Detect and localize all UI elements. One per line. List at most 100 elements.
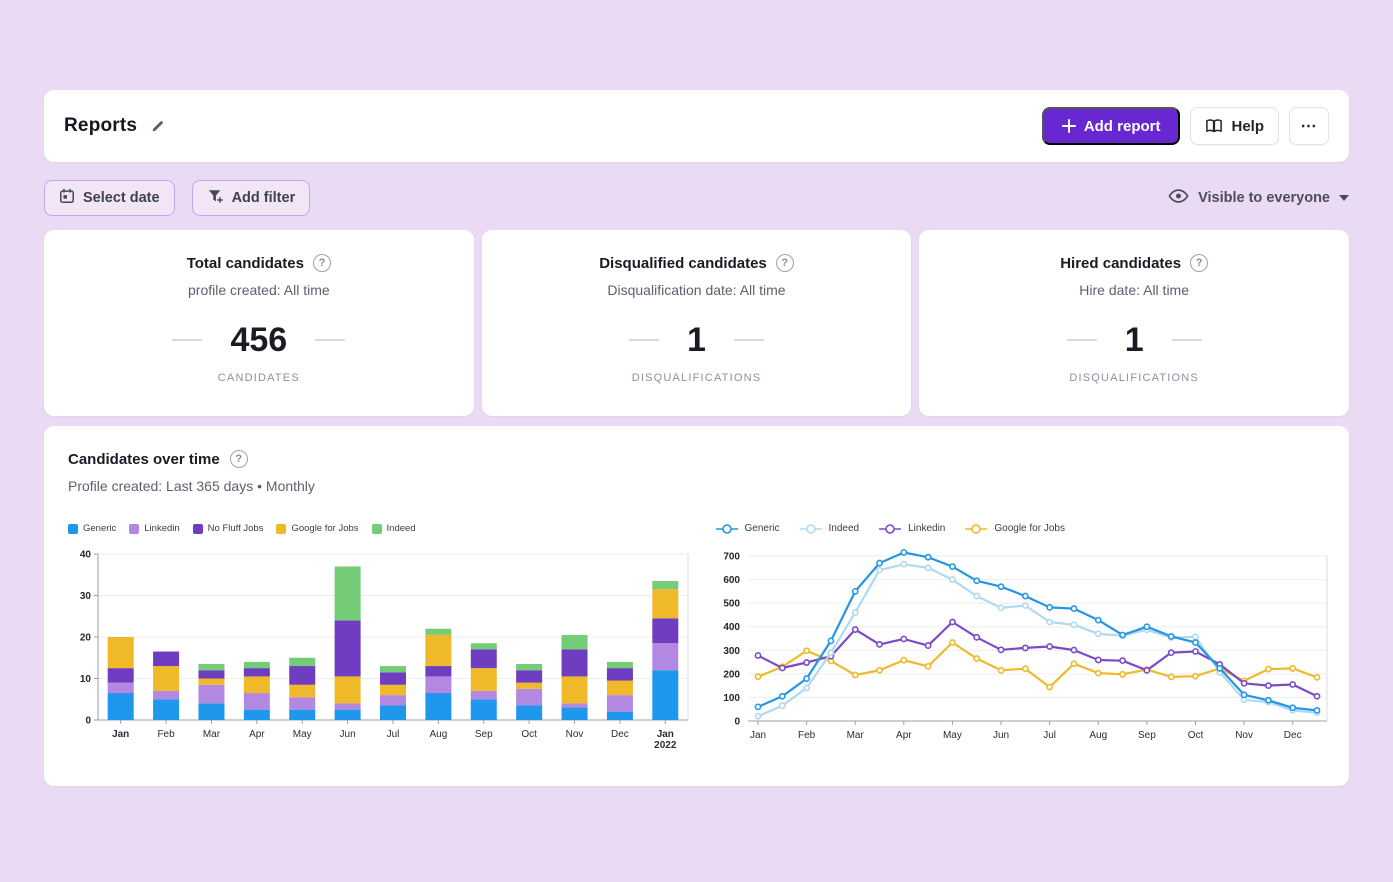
bar-segment-no-fluff-jobs — [470, 648, 497, 668]
more-options-button[interactable]: ⋯ — [1289, 107, 1329, 145]
y-axis-label: 0 — [734, 716, 740, 727]
legend-item-linkedin[interactable]: Linkedin — [129, 523, 180, 534]
bar-segment-google-for-jobs — [198, 678, 225, 685]
legend-marker — [879, 523, 902, 534]
data-point-generic — [1070, 604, 1077, 612]
legend-item-google-for-jobs[interactable]: Google for Jobs — [965, 523, 1065, 534]
data-point-generic — [851, 587, 859, 595]
bar-segment-generic — [198, 702, 225, 720]
data-point-google-for-jobs — [1070, 659, 1077, 667]
bar-chart-legend: Generic Linkedin No Fluff Jobs Google for J… — [68, 522, 684, 536]
x-axis-label: Jan — [112, 729, 129, 740]
help-circle-icon[interactable] — [229, 450, 248, 468]
data-point-google-for-jobs — [924, 662, 932, 670]
legend-item-indeed[interactable]: Indeed — [371, 523, 416, 534]
data-point-linkedin — [1021, 644, 1029, 651]
stat-subtitle: Hire date: All time — [1079, 281, 1190, 298]
x-axis-label: Jun — [992, 730, 1008, 741]
data-point-google-for-jobs — [1094, 669, 1102, 677]
stat-subtitle: Disqualification date: All time — [607, 281, 786, 298]
legend-item-indeed[interactable]: Indeed — [799, 523, 859, 534]
y-axis-label: 400 — [723, 622, 740, 633]
data-point-google-for-jobs — [802, 646, 810, 654]
select-date-button[interactable]: Select date — [44, 180, 175, 216]
data-point-google-for-jobs — [1021, 664, 1029, 672]
bar-segment-indeed — [652, 580, 679, 589]
help-circle-icon[interactable] — [775, 254, 794, 272]
line-chart: 0 100 200 300 400 500 600 700 Jan Feb Mar Apr May Jun… — [723, 548, 1327, 741]
header-buttons: Add report Help ⋯ — [1041, 107, 1329, 145]
legend-item-google-for-jobs[interactable]: Google for Jobs — [276, 523, 359, 534]
bar-segment-indeed — [198, 663, 225, 670]
help-label: Help — [1231, 117, 1264, 135]
stat-unit-label: CANDIDATES — [217, 371, 300, 384]
legend-label: Linkedin — [144, 523, 180, 534]
data-point-linkedin — [948, 618, 956, 625]
help-circle-icon[interactable] — [1190, 254, 1209, 272]
add-filter-label: Add filter — [231, 190, 296, 206]
calendar-icon — [59, 188, 75, 208]
data-point-google-for-jobs — [875, 666, 883, 674]
data-point-google-for-jobs — [1167, 673, 1175, 680]
help-button[interactable]: Help — [1190, 107, 1279, 145]
y-axis-label: 0 — [85, 715, 91, 726]
x-axis-label: May — [293, 729, 312, 740]
x-axis-label: Oct — [1187, 730, 1203, 741]
y-axis-label: 100 — [723, 692, 740, 703]
data-point-indeed — [972, 592, 980, 599]
data-point-generic — [972, 576, 980, 584]
bar-segment-google-for-jobs — [561, 675, 588, 703]
visibility-dropdown[interactable]: Visible to everyone — [1168, 188, 1349, 208]
bar-segment-indeed — [243, 661, 270, 668]
x-axis-label: Jan — [657, 729, 674, 740]
bar-segment-google-for-jobs — [334, 675, 361, 703]
data-point-linkedin — [875, 640, 883, 648]
dash-decoration — [1066, 339, 1097, 341]
data-point-generic — [1264, 696, 1272, 704]
stat-card-hired-candidates: Hired candidates Hire date: All time 1 D… — [919, 230, 1349, 416]
stat-subtitle: profile created: All time — [188, 281, 330, 298]
data-point-indeed — [1191, 632, 1199, 640]
bar-segment-google-for-jobs — [652, 588, 679, 618]
help-circle-icon[interactable] — [312, 254, 331, 272]
edit-title-pencil-icon[interactable] — [149, 118, 166, 135]
data-point-linkedin — [1045, 642, 1053, 650]
bar-segment-no-fluff-jobs — [107, 667, 134, 683]
legend-item-linkedin[interactable]: Linkedin — [879, 523, 945, 534]
bar-segment-google-for-jobs — [380, 684, 406, 695]
legend-item-generic[interactable]: Generic — [715, 523, 780, 534]
filter-row: Select date Add filter Visible to everyo… — [44, 180, 1349, 216]
bar-segment-no-fluff-jobs — [243, 667, 270, 676]
stat-title-row: Total candidates — [187, 254, 331, 272]
bar-segment-generic — [652, 669, 679, 720]
bar-segment-no-fluff-jobs — [425, 665, 452, 676]
add-filter-button[interactable]: Add filter — [191, 180, 311, 216]
data-point-google-for-jobs — [997, 666, 1004, 674]
add-report-button[interactable]: Add report — [1041, 107, 1181, 145]
bar-segment-indeed — [606, 661, 633, 668]
data-point-google-for-jobs — [1045, 683, 1053, 690]
legend-item-no-fluff-jobs[interactable]: No Fluff Jobs — [192, 523, 263, 534]
data-point-generic — [1215, 664, 1223, 672]
stat-card-total-candidates: Total candidates profile created: All ti… — [44, 230, 474, 416]
stats-row: Total candidates profile created: All ti… — [44, 230, 1349, 416]
bar-segment-google-for-jobs — [606, 680, 633, 695]
data-point-indeed — [948, 575, 956, 583]
data-point-linkedin — [778, 664, 786, 671]
data-point-indeed — [802, 684, 810, 691]
bar-segment-google-for-jobs — [470, 667, 497, 691]
chart-subtitle: Profile created: Last 365 days • Monthly — [68, 477, 315, 494]
x-axis-label: Feb — [157, 729, 175, 740]
x-axis-label: Mar — [846, 730, 864, 741]
legend-marker — [799, 523, 822, 534]
data-point-linkedin — [1118, 656, 1126, 664]
stat-unit-label: DISQUALIFICATIONS — [1069, 371, 1199, 384]
legend-item-generic[interactable]: Generic — [68, 523, 116, 534]
bar-segment-google-for-jobs — [243, 675, 270, 693]
bar-segment-no-fluff-jobs — [198, 669, 225, 678]
bar-segment-linkedin — [516, 688, 543, 705]
bar-segment-no-fluff-jobs — [606, 667, 633, 681]
data-point-indeed — [1045, 618, 1053, 625]
data-point-generic — [948, 562, 956, 570]
data-point-linkedin — [899, 635, 907, 642]
